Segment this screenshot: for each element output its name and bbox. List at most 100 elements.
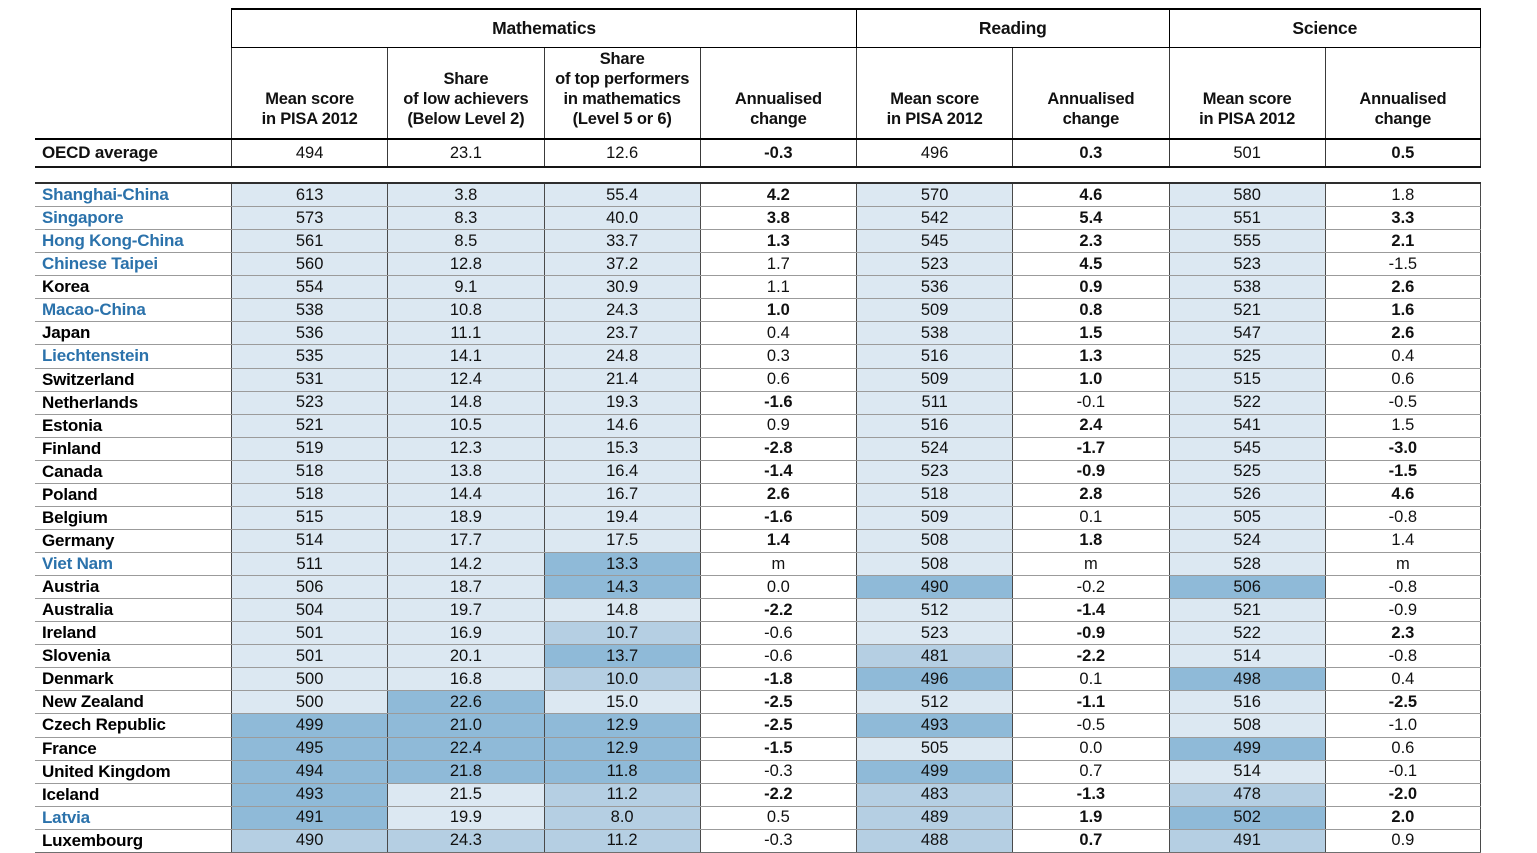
score-cell-math-mean-score: 536 <box>231 322 388 345</box>
score-cell-reading-annualised-change: 0.9 <box>1012 276 1168 299</box>
score-cell-math-top-performers-share: 14.8 <box>543 599 700 622</box>
score-cell-math-mean-score: 499 <box>231 714 388 737</box>
table-row-switzerland: Switzerland 531 12.4 21.4 0.6 509 1.0 515 0.6 <box>35 368 1481 392</box>
score-cell-reading-annualised-change: 0.1 <box>1012 668 1168 691</box>
score-cell-math-low-achievers-share: 12.4 <box>387 368 544 391</box>
country-name: United Kingdom <box>42 761 171 781</box>
score-cell-math-low-achievers-share: 18.9 <box>387 506 544 529</box>
column-header-math-top-performers-share: Share of top performers in mathematics (… <box>543 48 700 138</box>
score-cell-math-top-performers-share: 10.7 <box>543 622 700 645</box>
score-cell-math-low-achievers-share: 19.7 <box>387 599 544 622</box>
score-cell-math-top-performers-share: 12.9 <box>543 737 700 760</box>
country-name: Poland <box>42 484 98 504</box>
country-name: Belgium <box>42 507 108 527</box>
score-cell-reading-annualised-change: 0.3 <box>1012 140 1168 166</box>
score-cell-math-top-performers-share: 40.0 <box>543 207 700 230</box>
score-cell-math-mean-score: 514 <box>231 529 388 552</box>
score-cell-reading-annualised-change: -1.3 <box>1012 783 1168 806</box>
score-cell-math-top-performers-share: 13.7 <box>543 645 700 668</box>
score-cell-reading-annualised-change: m <box>1012 553 1168 576</box>
score-cell-science-mean-score: 580 <box>1168 184 1325 207</box>
score-cell-math-top-performers-share: 24.8 <box>543 345 700 368</box>
score-cell-math-annualised-change: 0.4 <box>699 322 856 345</box>
oecd-average-label: OECD average <box>42 143 158 162</box>
score-cell-science-annualised-change: -0.8 <box>1324 576 1481 599</box>
score-cell-math-top-performers-share: 37.2 <box>543 253 700 276</box>
score-cell-reading-annualised-change: 1.9 <box>1012 806 1168 829</box>
score-cell-math-low-achievers-share: 22.4 <box>387 737 544 760</box>
score-cell-math-annualised-change: -1.8 <box>699 668 856 691</box>
score-cell-reading-mean-score: 493 <box>856 714 1013 737</box>
score-cell-math-top-performers-share: 23.7 <box>543 322 700 345</box>
score-cell-math-mean-score: 518 <box>231 483 388 506</box>
oecd-average-row: OECD average 494 23.1 12.6 -0.3 496 0.3 501 0.5 <box>35 140 1481 168</box>
score-cell-science-mean-score: 541 <box>1168 414 1325 437</box>
country-name: Iceland <box>42 784 100 804</box>
table-row-poland: Poland 518 14.4 16.7 2.6 518 2.8 526 4.6 <box>35 483 1481 507</box>
group-header-mathematics: Mathematics <box>231 8 856 48</box>
score-cell-math-top-performers-share: 12.9 <box>543 714 700 737</box>
score-cell-reading-mean-score: 489 <box>856 806 1013 829</box>
table-row-korea: Korea 554 9.1 30.9 1.1 536 0.9 538 2.6 <box>35 276 1481 300</box>
column-header-math-mean-score: Mean score in PISA 2012 <box>231 48 387 138</box>
score-cell-math-annualised-change: -1.6 <box>699 391 856 414</box>
score-cell-science-mean-score: 499 <box>1168 737 1325 760</box>
score-cell-math-annualised-change: 0.0 <box>699 576 856 599</box>
table-row-france: France 495 22.4 12.9 -1.5 505 0.0 499 0.6 <box>35 737 1481 761</box>
score-cell-math-mean-score: 501 <box>231 645 388 668</box>
score-cell-math-annualised-change: -0.6 <box>699 622 856 645</box>
score-cell-math-top-performers-share: 10.0 <box>543 668 700 691</box>
score-cell-math-annualised-change: -2.2 <box>699 599 856 622</box>
score-cell-math-low-achievers-share: 18.7 <box>387 576 544 599</box>
score-cell-math-low-achievers-share: 12.3 <box>387 437 544 460</box>
score-cell-science-annualised-change: 0.9 <box>1324 829 1481 852</box>
score-cell-science-annualised-change: 1.5 <box>1324 414 1481 437</box>
score-cell-math-top-performers-share: 33.7 <box>543 230 700 253</box>
table-row-denmark: Denmark 500 16.8 10.0 -1.8 496 0.1 498 0.4 <box>35 668 1481 692</box>
score-cell-science-mean-score: 514 <box>1168 645 1325 668</box>
score-cell-reading-mean-score: 481 <box>856 645 1013 668</box>
score-cell-reading-annualised-change: -1.4 <box>1012 599 1168 622</box>
score-cell-reading-mean-score: 523 <box>856 460 1013 483</box>
score-cell-math-mean-score: 500 <box>231 668 388 691</box>
score-cell-math-top-performers-share: 11.2 <box>543 783 700 806</box>
score-cell-science-mean-score: 521 <box>1168 299 1325 322</box>
score-cell-reading-mean-score: 508 <box>856 529 1013 552</box>
table-row-belgium: Belgium 515 18.9 19.4 -1.6 509 0.1 505 -0.8 <box>35 506 1481 530</box>
score-cell-math-annualised-change: 1.7 <box>699 253 856 276</box>
score-cell-math-annualised-change: -0.6 <box>699 645 856 668</box>
score-cell-math-low-achievers-share: 10.8 <box>387 299 544 322</box>
score-cell-math-mean-score: 500 <box>231 691 388 714</box>
score-cell-reading-mean-score: 488 <box>856 829 1013 852</box>
score-cell-science-annualised-change: 1.6 <box>1324 299 1481 322</box>
score-cell-math-mean-score: 560 <box>231 253 388 276</box>
score-cell-math-low-achievers-share: 14.8 <box>387 391 544 414</box>
score-cell-reading-mean-score: 523 <box>856 253 1013 276</box>
score-cell-math-low-achievers-share: 22.6 <box>387 691 544 714</box>
score-cell-reading-mean-score: 509 <box>856 506 1013 529</box>
score-cell-reading-mean-score: 545 <box>856 230 1013 253</box>
score-cell-science-annualised-change: 0.4 <box>1324 345 1481 368</box>
score-cell-reading-annualised-change: 0.0 <box>1012 737 1168 760</box>
score-cell-science-annualised-change: 2.6 <box>1324 322 1481 345</box>
table-row-united-kingdom: United Kingdom 494 21.8 11.8 -0.3 499 0.7 514 -0… <box>35 760 1481 784</box>
score-cell-math-annualised-change: m <box>699 553 856 576</box>
score-cell-reading-mean-score: 536 <box>856 276 1013 299</box>
table-row-austria: Austria 506 18.7 14.3 0.0 490 -0.2 506 -0.8 <box>35 576 1481 600</box>
country-name: France <box>42 738 97 758</box>
score-cell-reading-mean-score: 516 <box>856 345 1013 368</box>
score-cell-science-mean-score: 502 <box>1168 806 1325 829</box>
score-cell-reading-annualised-change: 0.8 <box>1012 299 1168 322</box>
score-cell-science-mean-score: 524 <box>1168 529 1325 552</box>
score-cell-math-annualised-change: 2.6 <box>699 483 856 506</box>
score-cell-math-top-performers-share: 13.3 <box>543 553 700 576</box>
country-name: Austria <box>42 577 100 597</box>
score-cell-math-low-achievers-share: 23.1 <box>387 140 543 166</box>
column-header-row: Mean score in PISA 2012 Share of low ach… <box>35 48 1481 140</box>
score-cell-math-mean-score: 561 <box>231 230 388 253</box>
score-cell-math-annualised-change: -1.5 <box>699 737 856 760</box>
score-cell-math-annualised-change: -2.2 <box>699 783 856 806</box>
row-gap <box>35 168 1481 182</box>
table-row-iceland: Iceland 493 21.5 11.2 -2.2 483 -1.3 478 -2.0 <box>35 783 1481 807</box>
